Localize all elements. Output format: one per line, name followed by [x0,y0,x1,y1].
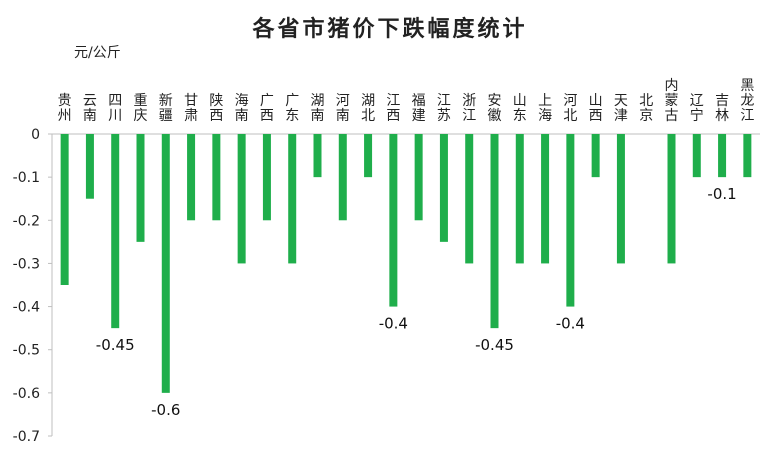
y-tick-label: -0.1 [13,170,40,186]
bar [591,134,600,178]
category-label: 江西 [386,93,400,124]
bar [389,134,398,307]
category-label: 湖北 [361,93,375,124]
category-label: 山西 [589,93,603,124]
data-label: -0.45 [475,336,514,354]
bar [616,134,625,264]
bar [60,134,69,285]
bar [515,134,524,264]
data-label: -0.4 [379,315,408,333]
bar [439,134,448,242]
data-label: -0.6 [151,401,180,419]
category-label: 河南 [336,93,350,124]
bar [187,134,196,221]
category-label: 重庆 [134,93,148,124]
bar [111,134,120,329]
bar [262,134,271,221]
category-label: 广西 [260,93,274,124]
x-axis-categories: 贵州云南四川重庆新疆甘肃陕西海南广西广东湖南河南湖北江西福建江苏浙江安徽山东上海… [58,78,755,124]
category-label: 贵州 [58,93,72,124]
category-label: 河北 [563,93,577,124]
bar [237,134,246,264]
category-label: 上海 [538,93,552,124]
bar [212,134,221,221]
category-label: 吉林 [715,93,729,124]
category-label: 江苏 [437,93,451,124]
bar [743,134,752,178]
y-axis-unit-label: 元/公斤 [74,45,121,61]
category-label: 山东 [513,93,527,124]
bar-series [60,134,752,393]
category-label: 甘肃 [184,93,198,124]
bar [541,134,550,264]
bar [465,134,474,264]
category-label: 云南 [83,93,97,124]
y-tick-label: -0.2 [13,213,40,229]
bar [692,134,701,178]
data-label: -0.45 [96,336,135,354]
y-tick-label: -0.6 [13,386,40,402]
bar [161,134,170,393]
category-label: 四川 [108,93,122,124]
category-label: 黑龙江 [740,78,754,124]
y-axis: 0 -0.1 -0.2 -0.3 -0.4 -0.5 -0.6 -0.7 [13,127,760,445]
y-tick-label: -0.7 [13,429,40,445]
category-label: 浙江 [462,93,476,124]
bar [313,134,322,178]
y-tick-label: -0.4 [13,300,40,316]
category-label: 北京 [639,93,653,124]
chart-title: 各省市猪价下跌幅度统计 [251,16,527,42]
category-label: 湖南 [311,93,325,124]
category-label: 内蒙古 [665,78,679,124]
category-label: 广东 [285,93,299,124]
bar [288,134,297,264]
category-label: 福建 [412,93,426,124]
bar [667,134,676,264]
bar [364,134,373,178]
category-label: 新疆 [159,93,173,124]
data-labels: -0.45 -0.6 -0.4 -0.45 -0.4 -0.1 [96,185,737,419]
category-label: 海南 [235,93,249,124]
category-label: 辽宁 [690,93,704,124]
y-tick-label: -0.5 [13,343,40,359]
y-tick-label: -0.3 [13,256,40,272]
category-label: 安徽 [488,93,502,124]
bar [414,134,423,221]
y-tick-label: 0 [31,127,40,143]
bar [136,134,145,242]
bar [85,134,94,199]
bar [718,134,727,178]
data-label: -0.4 [556,315,585,333]
data-label: -0.1 [707,185,736,203]
bar [338,134,347,221]
bar [566,134,575,307]
category-label: 陕西 [209,93,223,124]
bar [490,134,499,329]
category-label: 天津 [614,93,628,124]
